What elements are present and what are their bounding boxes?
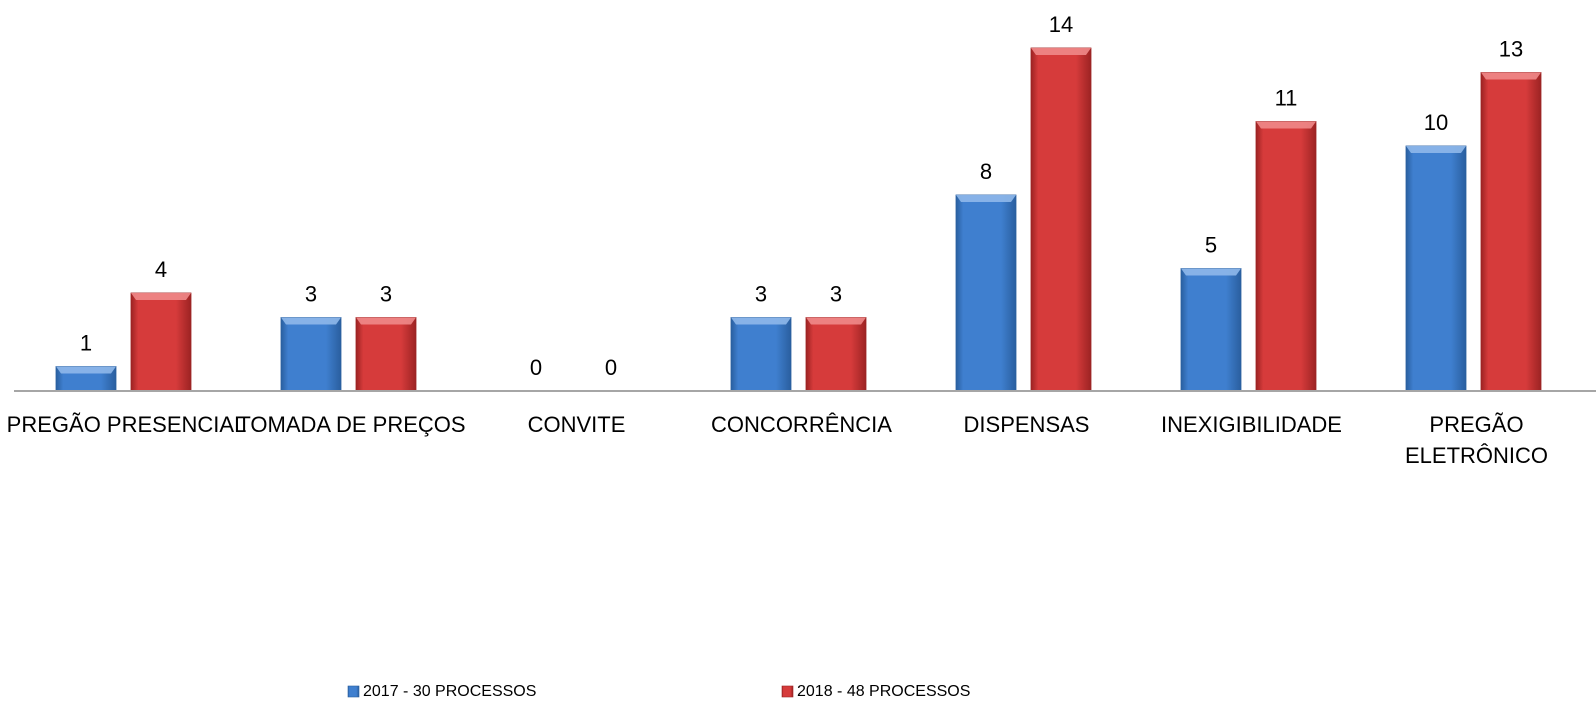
bar-top-bevel [131,293,191,300]
legend: 2017 - 30 PROCESSOS 2018 - 48 PROCESSOS [347,683,970,700]
data-label: 14 [1049,12,1073,37]
legend-swatch [781,685,794,698]
bar-top-bevel [356,317,416,325]
legend-item-2: 2018 - 48 PROCESSOS [781,683,970,700]
data-label: 0 [530,355,542,380]
bar-top-bevel [1481,72,1541,80]
bar-series-1-cat-5 [955,194,1017,392]
data-label: 11 [1275,86,1298,111]
category-label: ELETRÔNICO [1405,443,1548,468]
bar-series-2-cat-7 [1480,72,1542,392]
category-label: CONVITE [528,412,626,437]
bar-series-1-cat-6 [1180,268,1242,392]
data-label: 10 [1424,110,1448,135]
bar-top-bevel [56,366,116,374]
bar-series-2-cat-6 [1255,121,1317,392]
data-label: 3 [755,282,767,307]
bar-top-bevel [731,317,791,325]
data-label: 0 [605,355,617,380]
bar-series-2-cat-5 [1030,47,1092,392]
data-label: 4 [155,257,167,282]
data-label: 13 [1499,37,1523,62]
data-label: 5 [1205,233,1217,258]
legend-item-1: 2017 - 30 PROCESSOS [347,683,536,700]
data-label: 3 [830,282,842,307]
category-label: CONCORRÊNCIA [711,412,892,437]
bar-top-bevel [956,195,1016,202]
bar-series-1-cat-4 [730,317,792,392]
legend-label: 2017 - 30 PROCESSOS [363,683,536,700]
bar-series-1-cat-7 [1405,145,1467,392]
legend-swatch [347,685,360,698]
bar-top-bevel [281,317,341,325]
bar-top-bevel [1256,121,1316,129]
bar-series-2-cat-2 [355,317,417,392]
data-label: 1 [80,331,92,356]
bar-series-1-cat-2 [280,317,342,392]
bar-top-bevel [1406,146,1466,153]
bar-top-bevel [806,317,866,325]
bar-top-bevel [1031,48,1091,55]
bar-series-2-cat-1 [130,292,192,392]
data-label: 3 [380,282,392,307]
category-label: INEXIGIBILIDADE [1161,412,1342,437]
category-label: DISPENSAS [964,412,1090,437]
category-label: PREGÃO PRESENCIAL [7,412,247,437]
bars-layer [55,47,1542,392]
category-label: PREGÃO [1429,412,1523,437]
data-label: 8 [980,159,992,184]
bar-series-2-cat-4 [805,317,867,392]
data-label: 3 [305,282,317,307]
category-label: TOMADA DE PREÇOS [237,412,465,437]
bar-top-bevel [1181,268,1241,276]
legend-label: 2018 - 48 PROCESSOS [797,683,970,700]
